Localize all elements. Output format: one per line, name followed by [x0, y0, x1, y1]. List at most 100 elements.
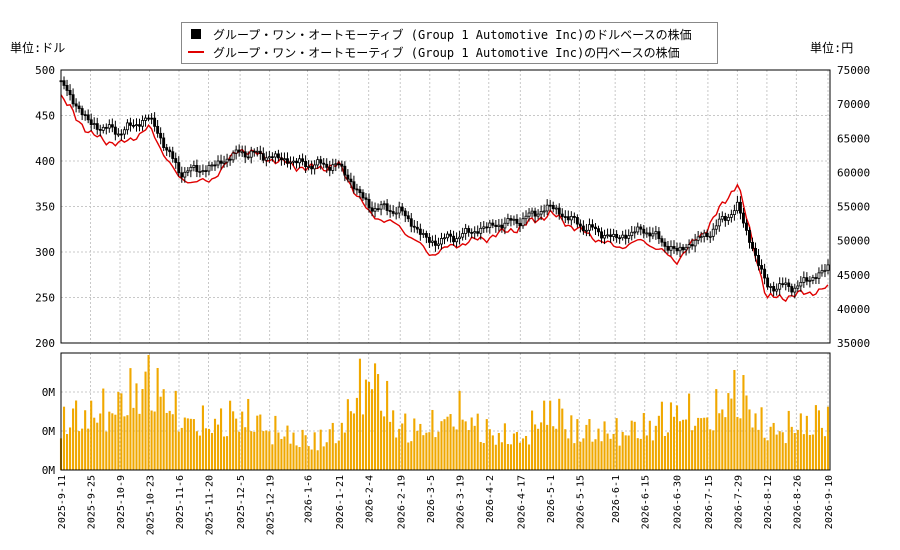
- volume-bar: [343, 432, 346, 470]
- volume-bar: [268, 431, 271, 470]
- candle-body: [723, 215, 727, 221]
- candle-body: [603, 235, 606, 239]
- volume-bar: [310, 449, 313, 470]
- candle-body: [581, 225, 585, 232]
- volume-bar: [313, 432, 316, 470]
- volume-bar: [204, 428, 208, 470]
- volume-bar: [645, 435, 648, 470]
- volume-bar: [126, 415, 129, 470]
- volume-bar: [549, 400, 552, 470]
- candle-body: [201, 170, 205, 172]
- candle-body: [273, 153, 277, 158]
- candle-body: [597, 228, 600, 233]
- candle-body: [192, 165, 196, 168]
- volume-tick-label: 0M: [42, 386, 56, 399]
- candle-body: [569, 216, 573, 221]
- volume-bar: [503, 423, 506, 470]
- volume-panel-frame: [60, 352, 831, 471]
- volume-bar: [319, 429, 322, 470]
- volume-bar: [712, 430, 715, 470]
- candle-body: [675, 248, 679, 252]
- candle-body: [548, 204, 552, 207]
- candle-body: [409, 218, 413, 227]
- volume-bar: [491, 435, 494, 470]
- volume-bar: [479, 441, 482, 470]
- volume-bar: [727, 393, 730, 470]
- volume-bar: [582, 438, 585, 470]
- x-tick-label: 2025-9-25: [87, 475, 98, 529]
- candle-body: [458, 236, 462, 240]
- volume-bar: [401, 423, 404, 470]
- volume-bar: [561, 408, 564, 470]
- volume-bars: [59, 355, 830, 470]
- volume-bar: [283, 436, 286, 470]
- candle-body: [144, 117, 148, 121]
- volume-bar: [763, 437, 766, 470]
- candle-body: [343, 165, 347, 176]
- candle-body: [578, 223, 582, 227]
- volume-bar: [524, 435, 528, 470]
- volume-bar: [603, 421, 606, 470]
- candle-body: [412, 225, 416, 228]
- candle-body: [68, 90, 72, 96]
- volume-bar: [521, 438, 525, 470]
- volume-bar: [820, 427, 824, 470]
- candle-body: [77, 105, 81, 109]
- candle-body: [189, 166, 193, 172]
- volume-bar: [775, 434, 778, 470]
- volume-bar: [700, 418, 703, 470]
- candle-body: [246, 156, 250, 159]
- candle-body: [775, 288, 779, 292]
- volume-bar: [286, 425, 289, 470]
- volume-bar: [672, 416, 676, 470]
- candle-body: [174, 158, 178, 163]
- volume-bar: [633, 421, 636, 470]
- volume-bar: [410, 441, 413, 470]
- right-tick-label: 65000: [837, 132, 870, 145]
- volume-bar: [757, 429, 760, 470]
- legend-item-jpy: グループ・ワン・オートモーティブ (Group 1 Automotive Inc…: [188, 43, 680, 61]
- candle-body: [587, 224, 591, 231]
- volume-bar: [186, 418, 189, 470]
- volume-bar: [476, 413, 479, 470]
- candle-body: [778, 283, 782, 290]
- candle-body: [624, 234, 628, 239]
- candle-body: [615, 233, 619, 239]
- candle-body: [430, 240, 434, 243]
- volume-bar: [748, 409, 751, 470]
- volume-bar: [579, 441, 582, 470]
- volume-bar: [482, 442, 485, 470]
- x-tick-label: 2026-8-26: [792, 475, 803, 529]
- volume-bar: [141, 389, 144, 470]
- volume-bar: [615, 418, 618, 470]
- candle-body: [796, 285, 800, 289]
- volume-bar: [766, 440, 769, 470]
- volume-bar: [464, 421, 467, 470]
- volume-bar: [298, 447, 301, 470]
- candle-body: [207, 165, 211, 172]
- volume-bar: [144, 371, 147, 470]
- candle-body: [494, 224, 498, 227]
- candle-body: [663, 241, 667, 247]
- volume-bar: [688, 393, 691, 470]
- jpy-line-path: [60, 94, 829, 303]
- candle-body: [80, 108, 84, 116]
- candle-body: [461, 233, 465, 238]
- candle-body: [261, 153, 265, 161]
- volume-bar: [180, 427, 183, 470]
- candle-body: [699, 236, 703, 239]
- candle-body: [464, 228, 468, 234]
- candle-body: [584, 229, 588, 232]
- volume-bar: [540, 422, 543, 470]
- candle-body: [627, 235, 631, 239]
- candle-body: [672, 246, 676, 249]
- volume-bar: [675, 405, 679, 470]
- volume-bar: [709, 429, 712, 470]
- volume-bar: [358, 358, 362, 470]
- candle-body: [171, 151, 175, 159]
- volume-bar: [159, 396, 162, 470]
- candle-body: [618, 237, 622, 240]
- volume-bar: [488, 429, 491, 470]
- volume-bar: [600, 441, 603, 470]
- candle-body: [107, 124, 111, 129]
